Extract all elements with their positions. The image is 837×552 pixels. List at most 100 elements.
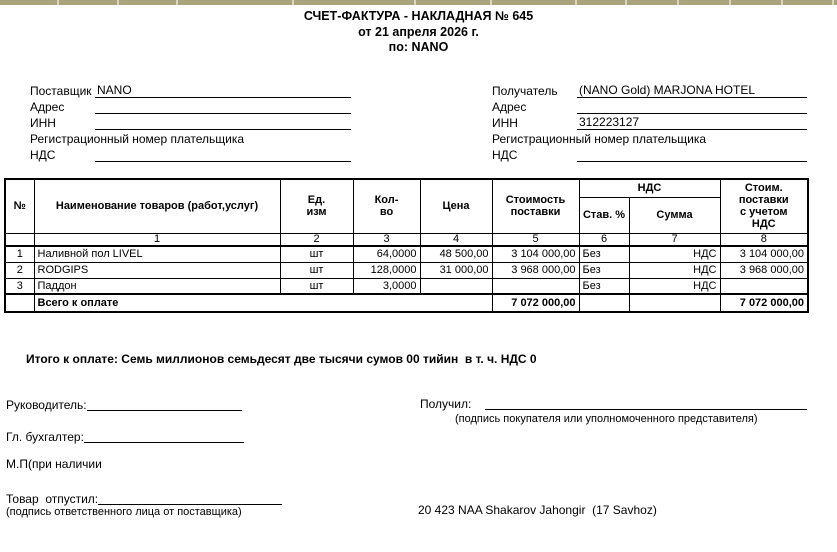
amount-in-words: Итого к оплате: Семь миллионов семьдесят… xyxy=(26,352,537,366)
cell-amount: 3 104 000,00 xyxy=(491,245,580,263)
cell-amount: 3 968 000,00 xyxy=(491,261,580,279)
cell-vat-rate: Без xyxy=(578,245,630,263)
receiver-vat-field xyxy=(577,161,807,162)
receiver-inn-row: ИНН 312223127 xyxy=(492,114,807,130)
invoice-date-line: от 21 апреля 2026 г. xyxy=(358,24,479,39)
cell-price: 48 500,00 xyxy=(419,245,493,263)
table-row: 3 Паддон шт 3,0000 Без НДС xyxy=(4,277,809,295)
colnum-7: 7 xyxy=(628,232,721,247)
cell-no: 1 xyxy=(4,245,35,263)
cell-qty: 64,0000 xyxy=(352,245,421,263)
table-row: 1 Наливной пол LIVEL шт 64,0000 48 500,0… xyxy=(4,245,809,263)
cell-vat-sum: НДС xyxy=(628,277,721,295)
colnum-3: 3 xyxy=(352,232,421,247)
col-header-no: № xyxy=(4,178,35,234)
stamp-note: М.П(при наличии xyxy=(6,457,102,471)
colnum-6: 6 xyxy=(578,232,630,247)
receiver-name-row: Получатель (NANO Gold) MARJONA HOTEL xyxy=(492,82,807,98)
total-no-empty xyxy=(4,293,35,313)
invoice-items-table-wrap: № Наименование товаров (работ,услуг) Ед.… xyxy=(4,178,809,313)
col-header-vat-sum: Сумма xyxy=(628,196,721,234)
col-header-unit: Ед. изм xyxy=(279,178,354,234)
receiver-vat-row: НДС xyxy=(492,146,807,162)
supplier-vat-label: НДС xyxy=(30,148,56,162)
table-row: 2 RODGIPS шт 128,0000 31 000,00 3 968 00… xyxy=(4,261,809,279)
supplier-vat-field xyxy=(95,161,351,162)
released-signature-line xyxy=(98,504,282,505)
receiver-block: Получатель (NANO Gold) MARJONA HOTEL Адр… xyxy=(492,82,807,162)
receiver-inn-label: ИНН xyxy=(492,116,518,130)
colnum-empty xyxy=(4,232,35,247)
cell-vat-rate: Без xyxy=(578,277,630,295)
director-row: Руководитель: xyxy=(6,397,242,412)
supplier-inn-field xyxy=(95,129,351,130)
receiver-address-label: Адрес xyxy=(492,100,527,114)
received-signature-line xyxy=(485,409,807,410)
document-title-block: СЧЕТ-ФАКТУРА - НАКЛАДНАЯ № 645 от 21 апр… xyxy=(0,9,837,56)
receiver-reg-row: Регистрационный номер плательщика xyxy=(492,130,807,146)
supplier-address-label: Адрес xyxy=(30,100,65,114)
invoice-items-table: № Наименование товаров (работ,услуг) Ед.… xyxy=(4,178,809,313)
supplier-vat-row: НДС xyxy=(30,146,351,162)
table-total-row: Всего к оплате 7 072 000,00 7 072 000,00 xyxy=(4,293,809,313)
cell-unit: шт xyxy=(279,261,354,279)
cell-unit: шт xyxy=(279,277,354,295)
cell-total: 3 968 000,00 xyxy=(719,261,809,279)
receiver-reg-label: Регистрационный номер плательщика xyxy=(492,132,707,146)
total-vat-rate-empty xyxy=(578,293,630,313)
supplier-name-row: Поставщик NANO xyxy=(30,82,351,98)
total-amount: 7 072 000,00 xyxy=(491,293,580,313)
supplier-label: Поставщик xyxy=(30,84,92,98)
supplier-inn-label: ИНН xyxy=(30,116,56,130)
supplier-block: Поставщик NANO Адрес ИНН Регистрационный… xyxy=(30,82,351,162)
cell-qty: 3,0000 xyxy=(352,277,421,295)
cell-name: Наливной пол LIVEL xyxy=(33,245,281,263)
colnum-5: 5 xyxy=(491,232,580,247)
receiver-vat-label: НДС xyxy=(492,148,518,162)
director-label: Руководитель: xyxy=(6,398,87,412)
col-header-price: Цена xyxy=(419,178,493,234)
released-note: (подпись ответственного лица от поставщи… xyxy=(6,506,242,518)
col-header-qty: Кол- во xyxy=(352,178,421,234)
receiver-inn-field: 312223127 xyxy=(577,115,807,130)
colnum-2: 2 xyxy=(279,232,354,247)
col-header-amount: Стоимость поставки xyxy=(491,178,580,234)
accountant-row: Гл. бухгалтер: xyxy=(6,429,244,444)
accountant-label: Гл. бухгалтер: xyxy=(6,430,84,444)
spreadsheet-header-strip xyxy=(0,0,837,5)
total-vat-sum-empty xyxy=(628,293,721,313)
received-row: Получил: xyxy=(420,396,807,411)
supplier-name-field: NANO xyxy=(95,83,351,98)
released-row: Товар отпустил: xyxy=(6,491,282,506)
colnum-4: 4 xyxy=(419,232,493,247)
cell-no: 2 xyxy=(4,261,35,279)
receiver-address-row: Адрес xyxy=(492,98,807,114)
cell-no: 3 xyxy=(4,277,35,295)
col-header-total: Стоим. поставки с учетом НДС xyxy=(719,178,809,234)
supplier-address-field xyxy=(95,113,351,114)
col-header-name: Наименование товаров (работ,услуг) xyxy=(33,178,281,234)
col-header-vat-group: НДС xyxy=(578,178,721,198)
receiver-label: Получатель xyxy=(492,84,558,98)
invoice-title: СЧЕТ-ФАКТУРА - НАКЛАДНАЯ № 645 xyxy=(303,9,534,23)
cell-vat-sum: НДС xyxy=(628,245,721,263)
cell-vat-rate: Без xyxy=(578,261,630,279)
cell-name: RODGIPS xyxy=(33,261,281,279)
accountant-signature-line xyxy=(83,442,244,443)
supplier-address-row: Адрес xyxy=(30,98,351,114)
supplier-inn-row: ИНН xyxy=(30,114,351,130)
invoice-by-line: по: NANO xyxy=(388,40,449,54)
colnum-1: 1 xyxy=(33,232,281,247)
cell-price: 31 000,00 xyxy=(419,261,493,279)
total-label: Всего к оплате xyxy=(33,293,493,313)
receiver-address-field xyxy=(577,113,807,114)
cell-total: 3 104 000,00 xyxy=(719,245,809,263)
released-label: Товар отпустил: xyxy=(6,492,99,506)
received-note: (подпись покупателя или уполномоченного … xyxy=(455,413,758,425)
cell-qty: 128,0000 xyxy=(352,261,421,279)
received-label: Получил: xyxy=(420,397,472,411)
column-number-row: 1 2 3 4 5 6 7 8 xyxy=(4,232,809,247)
cell-price xyxy=(419,277,493,295)
col-header-vat-rate: Став. % xyxy=(578,196,630,234)
supplier-reg-row: Регистрационный номер плательщика xyxy=(30,130,351,146)
